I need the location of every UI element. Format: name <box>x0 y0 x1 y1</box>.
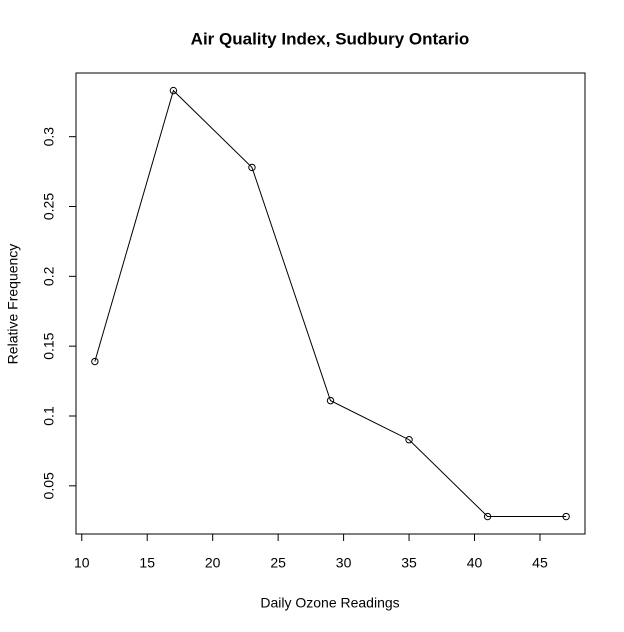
x-axis-label: Daily Ozone Readings <box>260 595 399 611</box>
point <box>326 396 335 405</box>
x-tick-label: 10 <box>74 555 90 571</box>
point <box>91 357 99 366</box>
point <box>169 86 178 95</box>
x-tick-label: 15 <box>139 555 155 571</box>
y-tick-label: 0.15 <box>41 332 57 359</box>
y-tick-label: 0.05 <box>41 472 57 499</box>
point <box>405 436 413 444</box>
x-tick-label: 40 <box>467 555 483 571</box>
x-tick-label: 20 <box>205 555 221 571</box>
point <box>248 163 256 172</box>
y-tick-label: 0.3 <box>41 127 57 147</box>
y-tick-label: 0.2 <box>41 266 57 286</box>
x-tick-label: 30 <box>336 555 352 571</box>
point <box>483 512 492 521</box>
y-axis-label: Relative Frequency <box>5 244 21 365</box>
line <box>94 89 567 518</box>
x-tick-label: 25 <box>270 555 286 571</box>
y-tick-label: 0.1 <box>41 406 57 426</box>
x-tick-label: 35 <box>401 555 417 571</box>
chart-title: Air Quality Index, Sudbury Ontario <box>191 29 470 48</box>
x-tick-label: 45 <box>532 555 548 571</box>
point <box>562 512 570 521</box>
y-tick-label: 0.25 <box>41 193 57 220</box>
